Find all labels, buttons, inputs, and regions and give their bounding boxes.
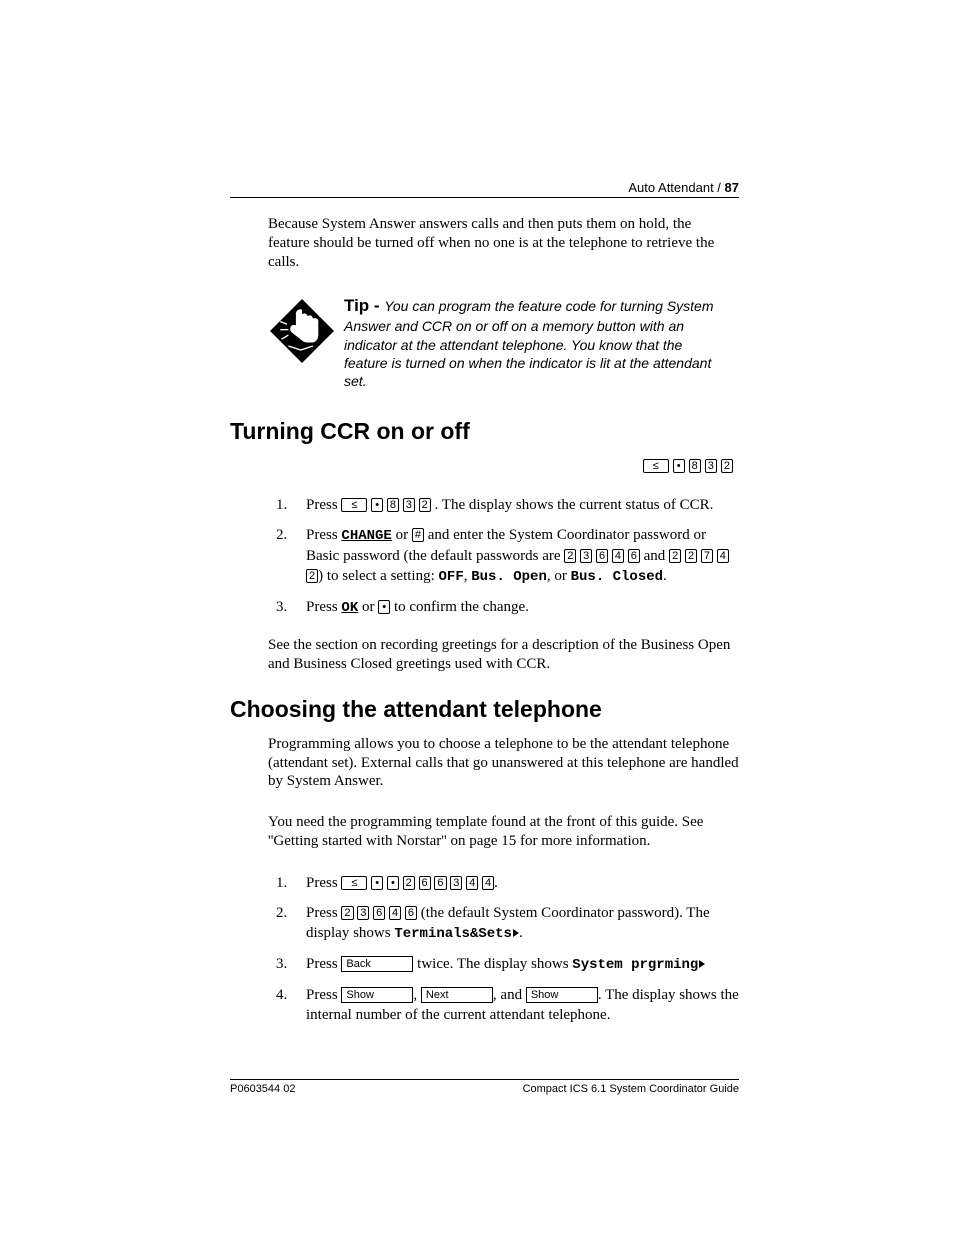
key-3: 3 (403, 498, 415, 512)
key-star: • (387, 876, 399, 890)
attendant-intro-1: Programming allows you to choose a telep… (268, 735, 739, 791)
key-4: 4 (482, 876, 494, 890)
step-2: Press 2 3 6 4 6 (the default System Coor… (268, 903, 739, 944)
key-4: 4 (466, 876, 478, 890)
key-2: 2 (341, 906, 353, 920)
key-feature: ≤ (341, 498, 367, 512)
key-star: • (371, 498, 383, 512)
softkey-ok: OK (341, 600, 358, 616)
footer-guide-title: Compact ICS 6.1 System Coordinator Guide (523, 1083, 739, 1095)
key-6: 6 (628, 549, 640, 563)
softkey-change: CHANGE (341, 528, 391, 544)
tip-box: Tip - You can program the feature code f… (268, 295, 739, 390)
key-4: 4 (389, 906, 401, 920)
header-section: Auto Attendant / (628, 180, 724, 195)
footer-doc-number: P0603544 02 (230, 1083, 295, 1095)
key-2: 2 (721, 459, 733, 473)
steps-attendant: Press ≤ • • 2 6 6 3 4 4. Press 2 3 6 4 6… (268, 873, 739, 1026)
key-2: 2 (685, 549, 697, 563)
content: Because System Answer answers calls and … (268, 215, 739, 1043)
key-3: 3 (705, 459, 717, 473)
tip-label: Tip - (344, 296, 384, 315)
lcd-bus-open: Bus. Open (471, 569, 547, 585)
page-header: Auto Attendant / 87 (230, 180, 739, 198)
key-6: 6 (373, 906, 385, 920)
key-2: 2 (564, 549, 576, 563)
key-hash: # (412, 528, 424, 542)
page-footer: P0603544 02 Compact ICS 6.1 System Coord… (230, 1079, 739, 1095)
softkey-show: Show (526, 987, 598, 1003)
heading-attendant: Choosing the attendant telephone (230, 696, 701, 723)
key-feature: ≤ (341, 876, 367, 890)
step-4: Press Show, Next, and Show. The display … (268, 985, 739, 1026)
key-feature: ≤ (643, 459, 669, 473)
triangle-right-icon (699, 960, 705, 968)
heading-turning-ccr: Turning CCR on or off (230, 418, 701, 445)
key-6: 6 (434, 876, 446, 890)
key-8: 8 (387, 498, 399, 512)
lcd-off: OFF (439, 569, 464, 585)
key-4: 4 (717, 549, 729, 563)
key-2: 2 (669, 549, 681, 563)
key-2: 2 (306, 569, 318, 583)
tip-text: Tip - You can program the feature code f… (344, 295, 739, 390)
page: Auto Attendant / 87 Because System Answe… (0, 0, 954, 1235)
step-3: Press Back twice. The display shows Syst… (268, 954, 739, 975)
step-3: Press OK or • to confirm the change. (268, 597, 739, 618)
triangle-right-icon (513, 929, 519, 937)
key-6: 6 (596, 549, 608, 563)
key-3: 3 (580, 549, 592, 563)
lcd-system-prgrming: System prgrming (572, 957, 698, 973)
tip-body: You can program the feature code for tur… (344, 298, 713, 389)
ccr-note: See the section on recording greetings f… (268, 636, 739, 674)
key-3: 3 (450, 876, 462, 890)
key-7: 7 (701, 549, 713, 563)
key-6: 6 (405, 906, 417, 920)
key-6: 6 (419, 876, 431, 890)
step-2: Press CHANGE or # and enter the System C… (268, 525, 739, 587)
key-star: • (371, 876, 383, 890)
softkey-show: Show (341, 987, 413, 1003)
tip-hand-icon (268, 297, 336, 365)
key-2: 2 (419, 498, 431, 512)
steps-ccr: Press ≤ • 8 3 2 . The display shows the … (268, 495, 739, 618)
header-page-number: 87 (725, 180, 739, 195)
softkey-next: Next (421, 987, 493, 1003)
key-3: 3 (357, 906, 369, 920)
key-star: • (673, 459, 685, 473)
lcd-terminals-sets: Terminals&Sets (394, 926, 512, 942)
key-2: 2 (403, 876, 415, 890)
step-1: Press ≤ • 8 3 2 . The display shows the … (268, 495, 739, 515)
feature-code-banner: ≤ • 8 3 2 (268, 457, 739, 475)
step-1: Press ≤ • • 2 6 6 3 4 4. (268, 873, 739, 893)
key-4: 4 (612, 549, 624, 563)
key-star: • (378, 600, 390, 614)
lcd-bus-closed: Bus. Closed (571, 569, 663, 585)
key-8: 8 (689, 459, 701, 473)
attendant-intro-2: You need the programming template found … (268, 813, 739, 851)
intro-paragraph: Because System Answer answers calls and … (268, 215, 739, 271)
softkey-back: Back (341, 956, 413, 972)
